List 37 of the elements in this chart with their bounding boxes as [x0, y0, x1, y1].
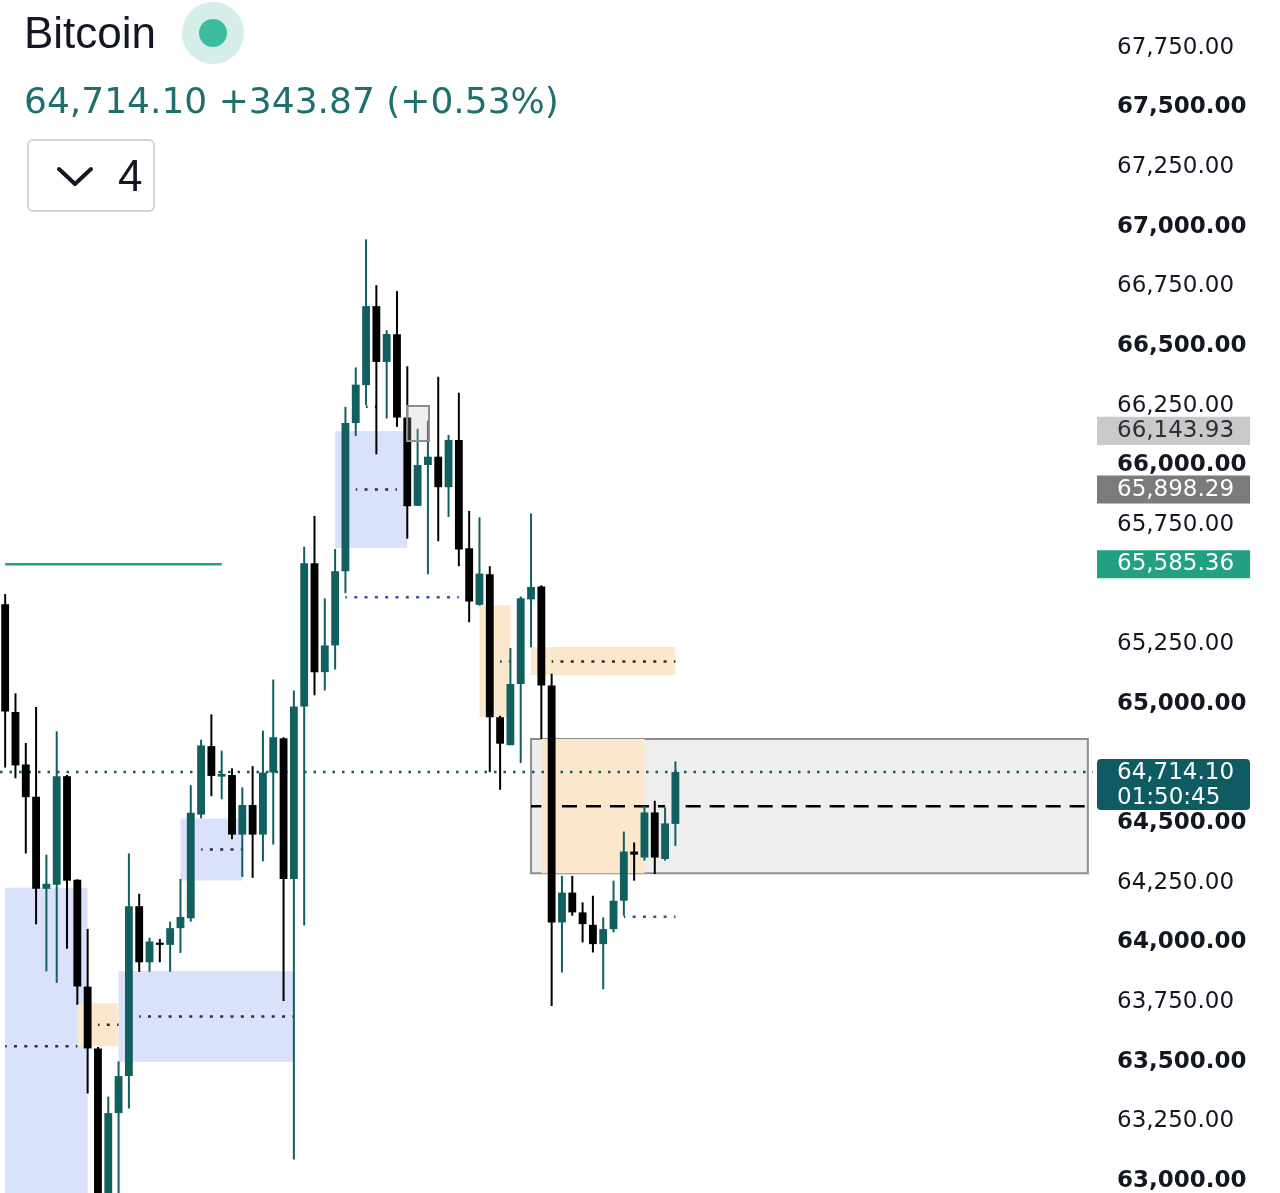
y-tick-label: 67,750.00	[1117, 32, 1235, 59]
candlestick	[630, 841, 639, 882]
candlestick	[166, 920, 175, 973]
y-tick-label: 65,750.00	[1117, 509, 1235, 536]
y-tick-label: 67,000.00	[1117, 211, 1247, 238]
dropdown-button: 4	[27, 139, 155, 212]
candlestick	[527, 512, 535, 649]
candlestick	[424, 419, 432, 576]
text: 01:50:45	[1117, 783, 1221, 810]
y-tick-label: 66,250.00	[1117, 390, 1235, 417]
y-tick-label: 67,500.00	[1117, 92, 1247, 119]
candlestick	[155, 937, 164, 964]
y-tick-label: 64,000.00	[1117, 927, 1247, 954]
ref-line-label: 64,714.10	[1117, 758, 1235, 785]
y-tick-label: 63,250.00	[1117, 1106, 1235, 1133]
y-tick-label: 66,143.93	[1117, 415, 1235, 442]
y-tick-label: 65,250.00	[1117, 629, 1235, 656]
candlestick	[599, 916, 608, 991]
y-tick-label: 65,585.36	[1117, 549, 1235, 576]
y-tick-label: 66,750.00	[1117, 271, 1235, 298]
y-tick-label: 64,500.00	[1117, 808, 1247, 835]
candlestick	[578, 901, 587, 944]
candlestick	[42, 853, 51, 973]
y-tick-label: 65,000.00	[1117, 688, 1247, 715]
y-tick-label: 63,000.00	[1117, 1166, 1247, 1193]
y-tick-label: 63,750.00	[1117, 987, 1235, 1014]
text: 64,714.10 +343.87 (+0.53%)	[24, 80, 559, 122]
chart-title: Bitcoin	[24, 8, 157, 58]
candlestick	[568, 874, 577, 917]
candlestick	[588, 894, 597, 954]
y-tick-label: 66,500.00	[1117, 330, 1247, 357]
y-tick-label: 65,898.29	[1117, 474, 1235, 501]
annotation: 4	[118, 150, 143, 202]
y-tick-label: 66,000.00	[1117, 450, 1247, 477]
y-tick-label: 64,250.00	[1117, 867, 1235, 894]
y-tick-label: 63,500.00	[1117, 1046, 1247, 1073]
y-tick-label: 67,250.00	[1117, 151, 1235, 178]
